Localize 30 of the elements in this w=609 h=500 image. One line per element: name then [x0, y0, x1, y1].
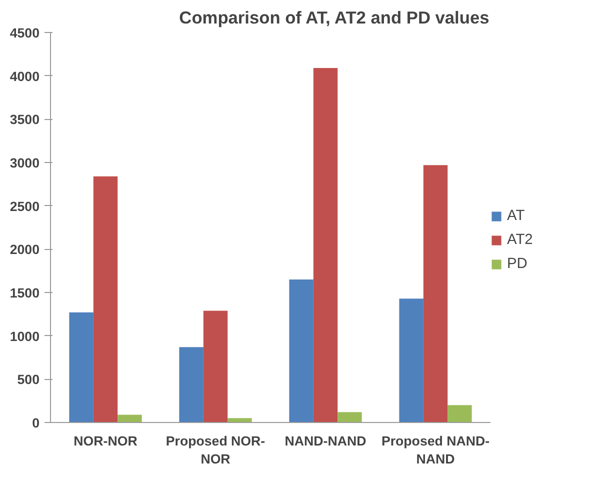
bar	[203, 310, 228, 422]
x-tick-label: NAND-NAND	[284, 434, 367, 448]
y-tick-label: 3000	[10, 156, 40, 170]
y-tick-label: 1500	[10, 286, 40, 300]
bar	[228, 418, 252, 422]
bar	[313, 68, 338, 422]
y-tick-label: 1000	[10, 328, 40, 344]
y-tick-label: 500	[17, 372, 40, 388]
x-tick-label: NOR-NOR	[74, 434, 138, 448]
bar	[289, 280, 314, 422]
bar	[118, 414, 142, 422]
legend-label: AT2	[507, 232, 533, 248]
bar	[399, 298, 424, 422]
y-tick-label: 2000	[10, 242, 40, 258]
y-tick-label: 4000	[10, 68, 40, 84]
legend-label: PD	[507, 256, 528, 272]
bar	[338, 412, 362, 422]
legend-label: AT	[507, 208, 526, 224]
y-tick-label: 4500	[10, 26, 40, 40]
chart-title: Comparison of AT, AT2 and PD values	[179, 8, 490, 28]
y-tick-label: 0	[32, 416, 40, 430]
bar	[69, 312, 94, 422]
bar	[448, 405, 472, 422]
x-tick-label: Proposed NOR-NOR	[166, 434, 266, 466]
bar	[179, 347, 204, 422]
y-tick-label: 2500	[10, 198, 40, 214]
y-tick-label: 3500	[10, 112, 40, 128]
bar	[93, 176, 118, 422]
bar	[423, 165, 448, 422]
x-tick-label: Proposed NAND-NAND	[381, 434, 490, 466]
